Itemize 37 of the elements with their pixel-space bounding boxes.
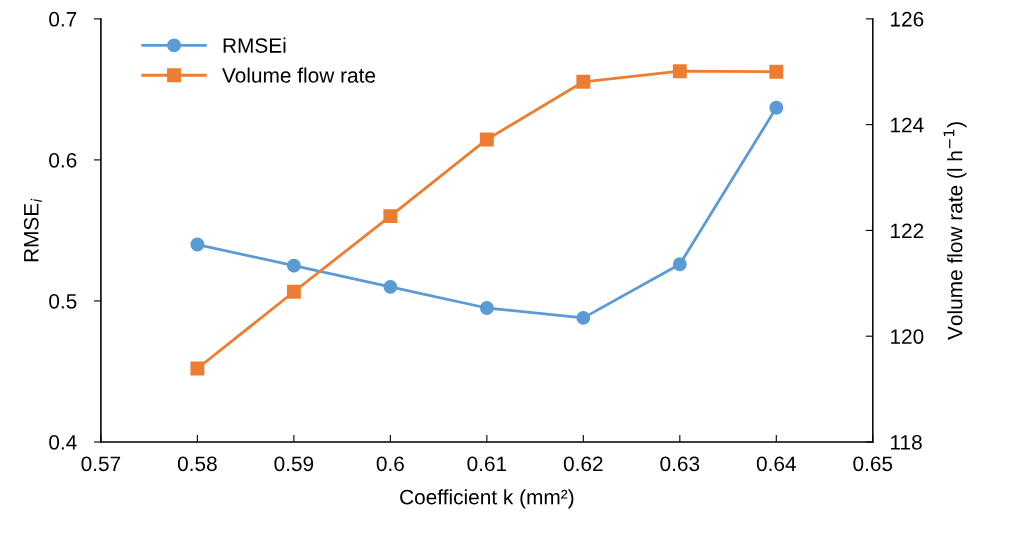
- x-tick-label: 0.58: [177, 456, 217, 472]
- point: [286, 284, 301, 299]
- point: [383, 209, 398, 224]
- point: [769, 100, 784, 115]
- point: [383, 279, 398, 294]
- y-tick-label: 0.6: [49, 152, 77, 168]
- y2-tick-label: 118: [891, 434, 922, 450]
- x-tick-label: 0.59: [274, 456, 314, 472]
- point: [190, 237, 205, 252]
- point: [479, 132, 494, 147]
- y2-tick-label: 124: [891, 117, 924, 133]
- legend-label: RMSEi: [223, 37, 286, 53]
- x-tick-label: 0.57: [81, 456, 121, 472]
- point: [576, 74, 591, 89]
- point: [190, 361, 205, 376]
- x-tick-label: 0.6: [376, 456, 404, 472]
- point: [479, 301, 494, 315]
- y2-tick-label: 122: [891, 223, 924, 238]
- y2-axis-title: Volume flow rate (l h$^{−1}$): [943, 122, 967, 340]
- x-tick-label: 0.61: [467, 456, 507, 472]
- y-tick-label: 0.7: [49, 11, 77, 27]
- x-tick-label: 0.62: [563, 456, 603, 472]
- point: [672, 64, 687, 79]
- legend-label: Volume flow rate: [222, 67, 376, 83]
- point: [672, 257, 687, 272]
- point: [769, 64, 784, 79]
- y2-tick-label: 120: [891, 329, 924, 344]
- x-tick-label: 0.64: [756, 456, 796, 472]
- x-tick-label: 0.65: [853, 456, 893, 472]
- y2-tick-label: 126: [891, 11, 924, 27]
- y-tick-label: 0.5: [49, 293, 77, 309]
- x-tick-label: 0.63: [660, 456, 700, 472]
- point: [286, 258, 301, 273]
- y-axis-title: RMSE$_{i}$: [23, 198, 42, 262]
- point: [576, 310, 591, 325]
- x-axis-title: Coefficient k (mm²): [400, 489, 574, 509]
- y-tick-label: 0.4: [49, 434, 77, 450]
